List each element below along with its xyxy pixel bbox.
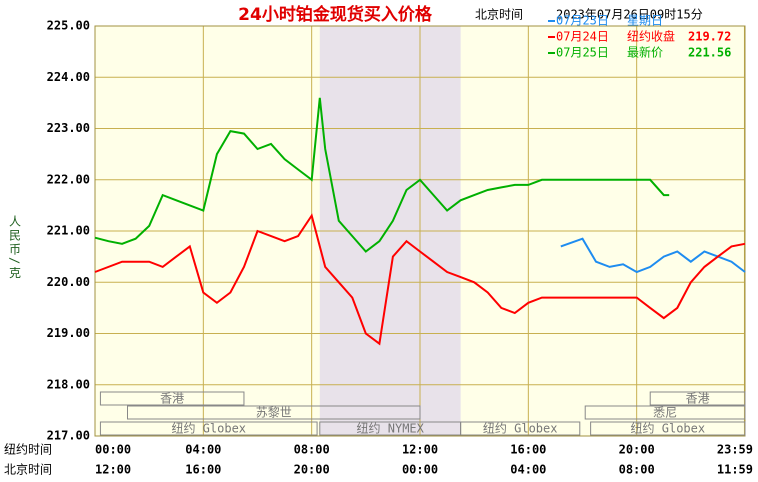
session-box: [99, 421, 318, 436]
x-tick-label: 23:59: [717, 443, 753, 457]
y-tick-label: 225.00: [47, 19, 90, 33]
y-tick-label: 219.00: [47, 326, 90, 340]
y-tick-label: 223.00: [47, 121, 90, 135]
session-box: [584, 405, 746, 420]
session-box: [590, 421, 746, 436]
session-box: [460, 421, 581, 436]
price-line: [560, 237, 746, 274]
x-row-label: 纽约时间: [4, 442, 52, 457]
session-box: [99, 391, 245, 406]
x2-tick-label: 11:59: [717, 463, 753, 477]
x-tick-label: 16:00: [510, 443, 546, 457]
x-tick-label: 08:00: [294, 443, 330, 457]
plot-border: [94, 25, 746, 437]
session-label: 苏黎世: [256, 406, 292, 420]
y-tick-label: 220.00: [47, 275, 90, 289]
x-tick-label: 12:00: [402, 443, 438, 457]
y-axis-label: 人民币/克: [8, 215, 22, 281]
x-tick-label: 00:00: [95, 443, 131, 457]
y-tick-label: 222.00: [47, 172, 90, 186]
x2-row-label: 北京时间: [4, 463, 52, 477]
chart-title: 24小时铂金现货买入价格: [238, 4, 433, 25]
y-tick-label: 221.00: [47, 224, 90, 238]
x-tick-label: 04:00: [185, 443, 221, 457]
session-label: 香港: [160, 392, 184, 406]
session-box: [127, 405, 421, 420]
y-tick-label: 217.00: [47, 429, 90, 443]
y-tick-label: 218.00: [47, 377, 90, 391]
x2-tick-label: 00:00: [402, 463, 438, 477]
session-label: 纽约 Globex: [171, 421, 246, 436]
x2-tick-label: 12:00: [95, 463, 131, 477]
time-zone-label: 北京时间: [475, 8, 523, 22]
legend-entry: 07月25日: [556, 46, 609, 60]
session-label: 纽约 NYMEX: [357, 421, 425, 436]
y-tick-label: 224.00: [47, 70, 90, 84]
legend-note: 星期日: [627, 14, 663, 28]
session-box: [649, 391, 746, 406]
legend-entry: 07月23日: [556, 14, 609, 28]
session-label: 悉尼: [653, 406, 677, 420]
x2-tick-label: 08:00: [619, 463, 655, 477]
session-label: 纽约 Globex: [631, 421, 706, 436]
legend-value: 219.72: [688, 30, 731, 44]
price-line: [94, 97, 670, 253]
legend-entry: 07月24日: [556, 30, 609, 44]
session-label: 纽约 Globex: [483, 421, 558, 436]
timestamp: 2023年07月26日09时15分: [556, 8, 703, 22]
legend-note: 最新价: [627, 45, 663, 60]
legend-note: 纽约收盘: [627, 29, 675, 44]
x-tick-label: 20:00: [619, 443, 655, 457]
x2-tick-label: 04:00: [510, 463, 546, 477]
legend-value: 221.56: [688, 46, 731, 60]
x2-tick-label: 20:00: [294, 463, 330, 477]
price-line: [94, 213, 746, 346]
x2-tick-label: 16:00: [185, 463, 221, 477]
session-label: 香港: [686, 392, 710, 406]
